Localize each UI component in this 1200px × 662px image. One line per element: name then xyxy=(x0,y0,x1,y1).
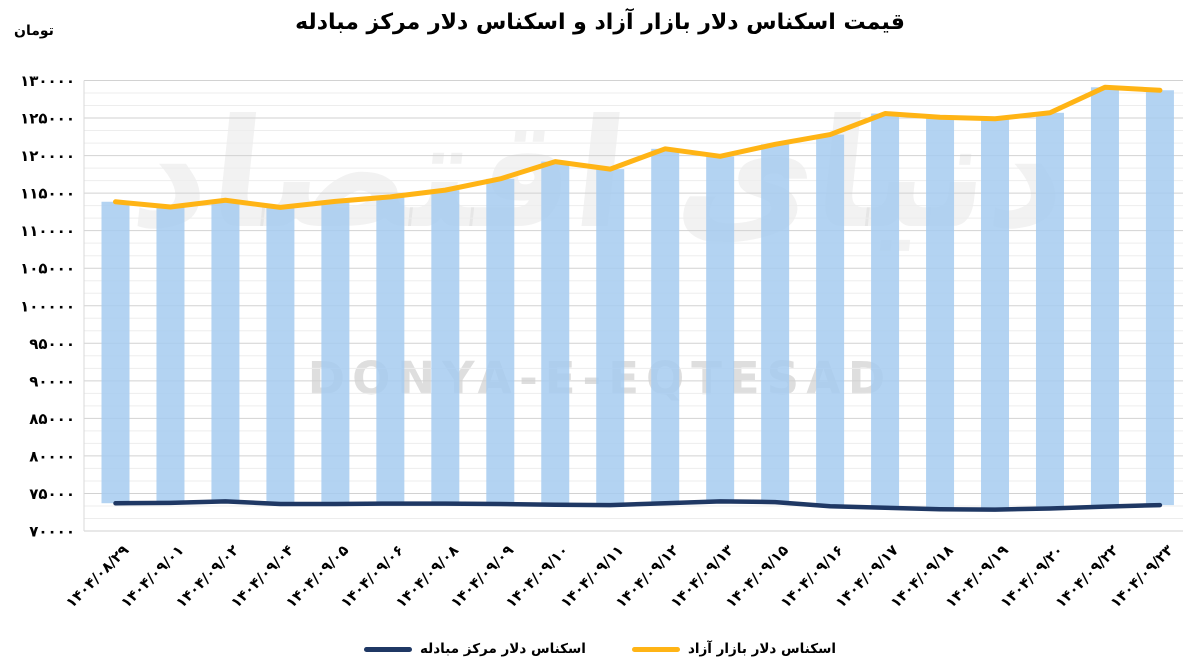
legend-label-mobadele: اسکناس دلار مرکز مبادله xyxy=(419,641,586,657)
bar xyxy=(926,117,955,510)
bar xyxy=(156,207,185,503)
y-tick-label: ۱۲۰۰۰۰ xyxy=(20,147,75,165)
y-tick-label: ۹۵۰۰۰ xyxy=(29,335,75,353)
legend-label-azad: اسکناس دلار بازار آزاد xyxy=(687,641,837,657)
legend-item-azad: اسکناس دلار بازار آزاد xyxy=(631,641,837,657)
mobadele-line xyxy=(113,499,1163,512)
azad-line xyxy=(113,84,1163,210)
chart-title: قیمت اسکناس دلار بازار آزاد و اسکناس دلا… xyxy=(295,10,905,35)
y-axis-tick-labels: ۷۰۰۰۰ ۷۵۰۰۰ ۸۰۰۰۰ ۸۵۰۰۰ ۹۰۰۰۰ ۹۵۰۰۰ ۱۰۰۰۰۰ ۱۰۵۰… xyxy=(20,72,75,541)
y-tick-label: ۱۱۵۰۰۰ xyxy=(20,185,75,203)
x-axis-tick-labels: ۱۴۰۴/۰۸/۲۹۱۴۰۴/۰۹/۰۱۱۴۰۴/۰۹/۰۲۱۴۰۴/۰۹/۰۴… xyxy=(63,542,1176,611)
bar xyxy=(596,169,625,506)
bar xyxy=(1145,90,1174,506)
legend-swatch-azad xyxy=(631,646,680,652)
legend-swatch-mobadele xyxy=(363,646,412,652)
bar xyxy=(101,201,130,504)
bar xyxy=(706,156,735,502)
bar xyxy=(486,178,515,504)
y-tick-label: ۱۰۰۰۰۰ xyxy=(20,297,75,315)
y-tick-label: ۱۱۰۰۰۰ xyxy=(20,222,75,240)
y-tick-label: ۹۰۰۰۰ xyxy=(29,372,75,390)
bar xyxy=(541,161,570,505)
y-tick-label: ۷۰۰۰۰ xyxy=(29,523,75,541)
gridlines xyxy=(84,80,1183,532)
bar xyxy=(211,200,240,502)
bar xyxy=(761,144,790,503)
bar xyxy=(816,134,845,507)
chart-legend: اسکناس دلار مرکز مبادله اسکناس دلار بازار… xyxy=(0,641,1200,657)
y-tick-label: ۷۵۰۰۰ xyxy=(29,485,75,503)
bar xyxy=(376,196,405,504)
bar xyxy=(1035,112,1064,509)
y-axis-unit-label: تومان xyxy=(14,23,54,39)
y-tick-label: ۸۵۰۰۰ xyxy=(29,410,75,428)
legend-item-mobadele: اسکناس دلار مرکز مبادله xyxy=(363,641,586,657)
bar xyxy=(321,201,350,504)
bar xyxy=(981,118,1010,510)
bar-series-azad xyxy=(101,87,1174,510)
bar xyxy=(431,190,460,504)
bar xyxy=(266,207,295,504)
y-tick-label: ۸۰۰۰۰ xyxy=(29,447,75,465)
bar xyxy=(651,148,680,504)
y-tick-label: ۱۳۰۰۰۰ xyxy=(20,72,75,90)
bar xyxy=(1090,87,1119,507)
y-tick-label: ۱۲۵۰۰۰ xyxy=(20,110,75,128)
y-tick-label: ۱۰۵۰۰۰ xyxy=(20,260,75,278)
bar xyxy=(871,113,900,508)
